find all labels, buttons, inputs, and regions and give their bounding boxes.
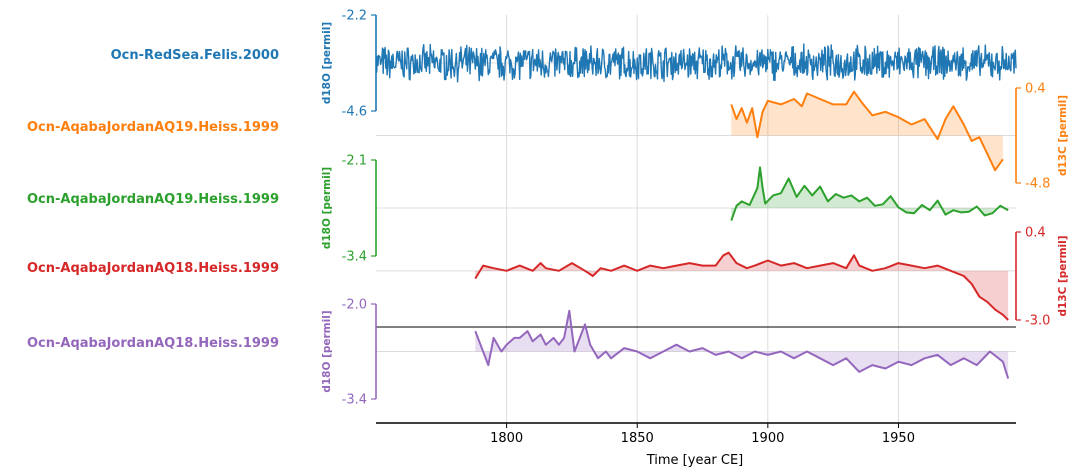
- track-5: -2.0 -3.4 d18O [permil]: [321, 298, 1010, 408]
- x-axis-label: Time [year CE]: [646, 453, 744, 468]
- record-name-label: Ocn-AqabaJordanAQ19.Heiss.1999: [27, 192, 279, 207]
- series-line: [474, 251, 1009, 321]
- x-tick-label: 1850: [621, 431, 654, 446]
- record-labels: Ocn-RedSea.Felis.2000 Ocn-AqabaJordanAQ19…: [27, 48, 279, 351]
- x-tick-label: 1800: [490, 431, 523, 446]
- y-tick-label: 0.4: [1025, 82, 1046, 97]
- track-2: 0.4 -4.8 d13C [permil]: [730, 82, 1069, 192]
- y-tick-label: -4.6: [342, 105, 367, 120]
- series-line: [375, 43, 1017, 83]
- series-fill: [475, 310, 1009, 379]
- y-axis-label: d13C [permil]: [1057, 95, 1069, 176]
- y-tick-label: -3.4: [342, 393, 367, 408]
- track-3: -2.1 -3.4 d18O [permil]: [321, 154, 1009, 265]
- track-4: 0.4 -3.0 d13C [permil]: [474, 226, 1069, 329]
- y-tick-label: -4.8: [1025, 177, 1050, 192]
- y-tick-label: -2.1: [342, 154, 367, 169]
- series-fill: [731, 167, 1009, 221]
- y-axis-label: d18O [permil]: [321, 310, 333, 392]
- proxy-tracks: -2.2 -4.6 d18O [permil] 0.4 -4.8 d13C [permil…: [321, 9, 1069, 408]
- y-axis-label: d18O [permil]: [321, 22, 333, 104]
- y-tick-label: -2.2: [342, 9, 367, 24]
- y-tick-label: 0.4: [1025, 226, 1046, 241]
- series-fill: [731, 91, 1003, 171]
- series-line: [730, 90, 1004, 172]
- x-gridlines: [506, 15, 899, 422]
- track-1: -2.2 -4.6 d18O [permil]: [321, 9, 1017, 120]
- y-axis-label: d18O [permil]: [321, 167, 333, 249]
- x-tick-label: 1900: [751, 431, 784, 446]
- y-tick-label: -2.0: [342, 298, 367, 313]
- x-axis: Time [year CE] 1800 1850 1900 1950: [376, 422, 1016, 468]
- record-name-label: Ocn-AqabaJordanAQ18.Heiss.1999: [27, 336, 279, 351]
- series-line: [730, 166, 1009, 221]
- series-line: [474, 309, 1010, 379]
- record-name-label: Ocn-RedSea.Felis.2000: [111, 48, 279, 63]
- x-tick-label: 1950: [882, 431, 915, 446]
- y-tick-label: -3.0: [1025, 314, 1050, 329]
- y-tick-label: -3.4: [342, 250, 367, 265]
- series-fill: [475, 252, 1009, 320]
- record-name-label: Ocn-AqabaJordanAQ18.Heiss.1999: [27, 261, 279, 276]
- record-name-label: Ocn-AqabaJordanAQ19.Heiss.1999: [27, 120, 279, 135]
- y-axis-label: d13C [permil]: [1057, 235, 1069, 316]
